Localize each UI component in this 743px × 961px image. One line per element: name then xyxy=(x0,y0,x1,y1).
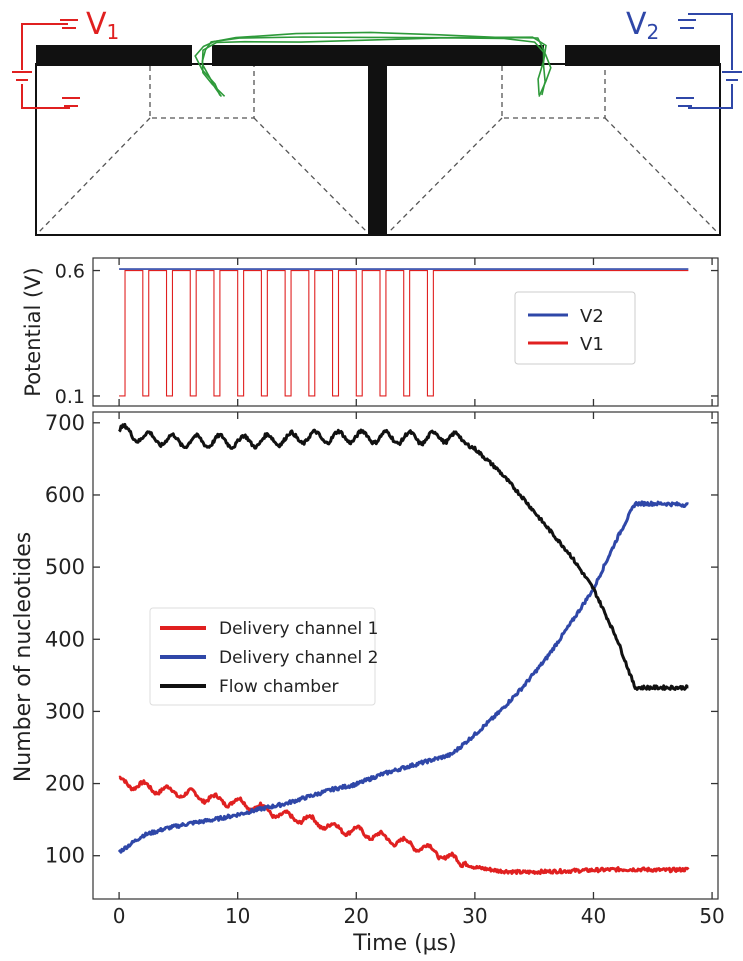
ytick-label: 200 xyxy=(45,772,85,796)
nucleotide-legend: Delivery channel 1 Delivery channel 2 Fl… xyxy=(149,607,378,706)
left-plate xyxy=(36,45,192,66)
xtick-label: 50 xyxy=(699,904,724,928)
nucleotide-panel: 0 10 20 30 40 50 100 200 300 400 500 600 700 Number … xyxy=(11,411,725,956)
ytick-label: 0.1 xyxy=(55,386,85,408)
legend-label-delivery-2: Delivery channel 2 xyxy=(219,648,378,668)
right-plate xyxy=(565,45,720,66)
v2-label: V2 xyxy=(626,7,659,44)
v2-circuit xyxy=(676,13,742,109)
left-zoom-lines xyxy=(37,66,369,234)
potential-axes: 0.1 0.6 xyxy=(55,258,718,408)
series-flow-chamber-line xyxy=(118,422,689,691)
nucleotide-lines xyxy=(117,422,690,875)
legend-label-v2: V2 xyxy=(580,306,604,327)
potential-legend-box xyxy=(514,291,636,365)
series-delivery-1-line xyxy=(118,775,690,875)
xtick-label: 30 xyxy=(462,904,487,928)
dna-strand-3 xyxy=(201,36,552,98)
potential-ylabel: Potential (V) xyxy=(21,267,45,396)
xtick-label: 0 xyxy=(113,904,126,928)
ytick-label: 700 xyxy=(45,411,85,435)
ytick-label: 100 xyxy=(45,844,85,868)
nucleotide-xlabel: Time (µs) xyxy=(352,931,456,956)
potential-panel: 0.1 0.6 Potential (V) V2 V1 xyxy=(21,257,719,408)
xtick-label: 40 xyxy=(581,904,606,928)
schematic-panel: V1 V2 xyxy=(12,7,742,236)
series-v1-line xyxy=(119,269,689,397)
v2-subscript: 2 xyxy=(647,20,660,44)
potential-plot-frame xyxy=(92,257,719,407)
v1-circuit xyxy=(12,19,80,109)
dna-strands xyxy=(194,31,552,98)
potential-legend: V2 V1 xyxy=(514,291,636,365)
nucleotide-ylabel: Number of nucleotides xyxy=(11,532,36,782)
nucleotide-axes: 0 10 20 30 40 50 100 200 300 400 500 600 700 xyxy=(45,411,725,928)
central-divider xyxy=(368,62,387,236)
xtick-label: 20 xyxy=(344,904,369,928)
ytick-label: 400 xyxy=(45,627,85,651)
nucleotide-legend-box xyxy=(149,607,376,706)
right-zoom-lines xyxy=(387,66,719,234)
ytick-label: 300 xyxy=(45,699,85,723)
ytick-label: 0.6 xyxy=(55,261,85,283)
nucleotide-plot-frame xyxy=(92,411,719,900)
v1-label: V1 xyxy=(86,7,119,44)
xtick-label: 10 xyxy=(225,904,250,928)
potential-lines xyxy=(119,268,689,397)
center-plate xyxy=(212,45,544,66)
dna-strand-2 xyxy=(201,36,546,97)
legend-label-v1: V1 xyxy=(580,334,604,355)
legend-label-flow-chamber: Flow chamber xyxy=(219,677,339,697)
legend-label-delivery-1: Delivery channel 1 xyxy=(219,619,378,639)
ytick-label: 600 xyxy=(45,483,85,507)
v1-subscript: 1 xyxy=(107,20,120,44)
ytick-label: 500 xyxy=(45,555,85,579)
